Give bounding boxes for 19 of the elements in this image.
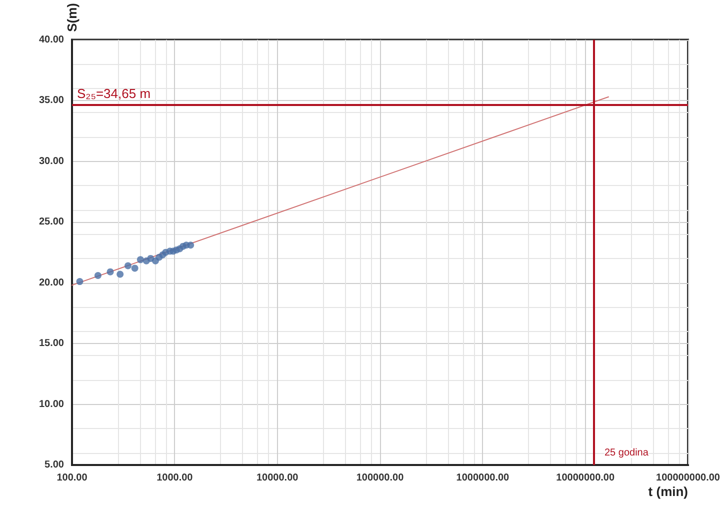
y-tick-label: 10.00 [38,398,64,410]
y-tick-label: 5.00 [44,460,64,470]
x-tick-label: 10000000.00 [556,472,615,484]
ref-line-label: 25 godina [604,448,649,458]
y-axis-title: S(m) [64,3,80,32]
x-tick-label: 10000.00 [256,472,299,484]
ref-line-label: S₂₅=34,65 m [77,86,151,101]
y-tick-label: 35.00 [38,95,64,106]
y-tick-label: 20.00 [38,277,64,288]
y-tick-label: 15.00 [38,338,64,350]
x-tick-label: 1000000.00 [456,472,510,484]
x-tick-label: 100.00 [56,472,88,484]
y-tick-label: 25.00 [38,216,64,228]
x-axis-title: t (min) [648,484,688,499]
y-tick-label: 40.00 [38,34,64,46]
y-tick-label: 30.00 [38,156,64,167]
x-tick-label: 100000000.00 [656,472,720,484]
x-tick-label: 100000.00 [356,472,404,484]
x-tick-label: 1000.00 [156,472,194,484]
